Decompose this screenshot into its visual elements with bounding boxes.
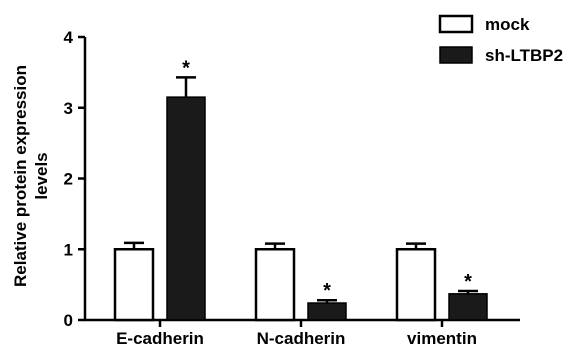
y-tick-label: 1 [64,240,73,259]
bar-sh-ltbp2 [166,96,206,321]
significance-marker: * [323,280,331,302]
significance-marker: * [182,57,190,79]
y-tick-label: 2 [64,170,73,189]
x-tick-label: N-cadherin [257,329,346,347]
y-axis-title-line-2: levels [32,152,51,199]
y-tick-label: 4 [64,28,74,47]
legend-swatch [438,14,474,34]
y-tick-label: 3 [64,99,73,118]
y-axis-title: Relative protein expression levels [11,65,51,287]
x-tick-label: vimentin [407,329,477,347]
bar-mock [395,248,437,322]
legend-swatch [439,46,473,64]
y-axis-title-line-1: Relative protein expression [11,65,30,287]
significance-marker: * [464,271,472,293]
bar-mock [113,248,155,322]
y-tick-label: 0 [64,311,73,330]
x-tick-label: E-cadherin [116,329,204,347]
bar-sh-ltbp2 [448,293,488,321]
bar-mock [254,248,296,322]
legend-label: sh-LTBP2 [485,46,563,65]
bar-sh-ltbp2 [307,302,347,321]
plot-area: 0 1 2 3 4 E-cadherin N-cadherin vimentin * * * [64,28,520,348]
legend-label: mock [485,15,530,34]
legend: mock sh-LTBP2 [438,14,563,65]
